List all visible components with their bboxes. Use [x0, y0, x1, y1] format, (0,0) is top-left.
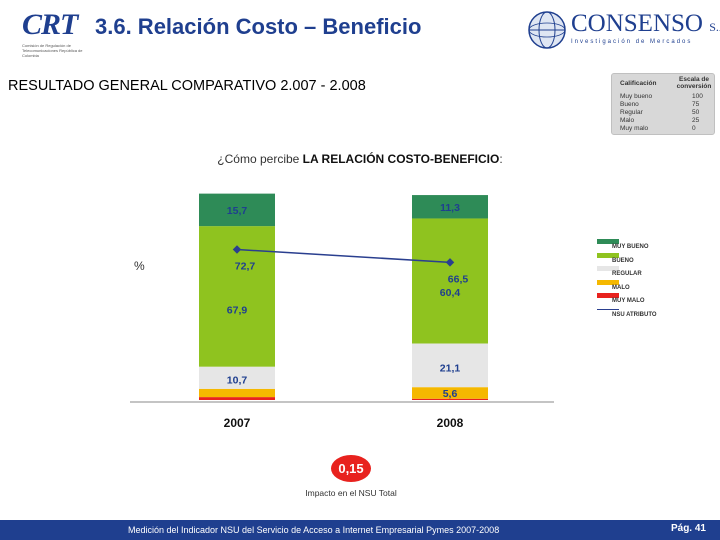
scale-row-label: Muy malo — [620, 125, 649, 132]
nsu-line-marker — [232, 245, 242, 254]
legend-label: NSU ATRIBUTO — [612, 311, 657, 318]
scale-row: Bueno 75 — [620, 101, 710, 109]
legend-swatch — [597, 279, 619, 285]
consenso-tagline: Investigación de Mercados — [571, 39, 693, 45]
legend-label: MALO — [612, 284, 630, 291]
scale-row: Muy malo 0 — [620, 125, 710, 133]
impact-badge: 0,15 — [331, 455, 371, 482]
legend-label: MUY BUENO — [612, 244, 649, 250]
bar-segment — [199, 366, 275, 389]
bar-segment — [412, 343, 488, 388]
question-suffix: : — [499, 152, 503, 166]
nsu-line-label: 72,7 — [235, 261, 256, 273]
bar-value-label: 21,1 — [440, 362, 461, 374]
scale-row: Muy bueno 100 — [620, 93, 710, 101]
bar-value-label: 15,7 — [227, 205, 248, 217]
legend-label: BUENO — [612, 257, 634, 264]
scale-header-rating: Calificación — [620, 80, 657, 87]
stacked-bar-chart: % 2007 2008 15,7 67,9 10,7 11,3 60,4 21,1 5,6 72,7… — [130, 193, 554, 430]
scale-row: Malo 25 — [620, 117, 710, 125]
crt-logo-mark: CRT — [22, 8, 78, 41]
scale-header-conversion: Escala de conversión — [676, 76, 712, 90]
scale-row-value: 100 — [692, 93, 703, 100]
slide-title: 3.6. Relación Costo – Beneficio — [95, 14, 422, 39]
legend-item: MUY BUENO — [585, 238, 705, 252]
legend-item: MUY MALO — [585, 292, 705, 306]
bar-value-label: 10,7 — [227, 375, 248, 387]
crt-logo-subtext: Comisión de Regulación de Telecomunicaci… — [22, 43, 83, 58]
impact-label: Impacto en el NSU Total — [305, 488, 397, 498]
consenso-logo-suffix: S.A — [709, 20, 720, 34]
section-subtitle: RESULTADO GENERAL COMPARATIVO 2.007 - 2.… — [8, 78, 366, 94]
consenso-logo-name: CONSENSO — [571, 10, 703, 37]
legend-line-swatch — [597, 308, 619, 310]
page-number: Pág. 41 — [670, 523, 706, 534]
nsu-line-label: 66,5 — [448, 273, 469, 285]
survey-question: ¿Cómo percibe LA RELACIÓN COSTO-BENEFICI… — [0, 152, 720, 166]
legend-item: REGULAR — [585, 265, 705, 279]
question-prefix: ¿Cómo percibe — [217, 152, 303, 166]
legend-swatch — [597, 266, 619, 271]
legend-swatch — [597, 293, 619, 298]
bar-value-label: 67,9 — [227, 304, 248, 316]
bar-segment — [412, 195, 488, 219]
scale-row-label: Bueno — [620, 101, 639, 108]
legend-label: MUY MALO — [612, 298, 645, 304]
scale-row-label: Regular — [620, 109, 643, 116]
legend-item: BUENO — [585, 252, 705, 266]
bar-value-label: 5,6 — [443, 388, 458, 400]
nsu-line-marker — [445, 258, 455, 267]
legend-item: NSU ATRIBUTO — [585, 306, 705, 320]
scale-row-label: Muy bueno — [620, 93, 653, 100]
bar-segment — [199, 193, 275, 227]
scale-row-value: 0 — [692, 125, 696, 132]
consenso-logo: CONSENSO S.A Investigación de Mercados — [527, 10, 720, 50]
chart-legend: MUY BUENO BUENO REGULAR MALO MUY MALO NSU ATR… — [585, 238, 705, 319]
scale-row-label: Malo — [620, 117, 635, 124]
x-tick-label: 2007 — [224, 416, 251, 430]
footer-text: Medición del Indicador NSU del Servicio … — [128, 525, 500, 535]
scale-row: Regular 50 — [620, 109, 710, 117]
scale-row-value: 25 — [692, 117, 700, 124]
legend-swatch — [597, 239, 619, 244]
consenso-logo-word: CONSENSO S.A — [571, 10, 720, 38]
legend-swatch — [597, 252, 619, 258]
footer-bar: Medición del Indicador NSU del Servicio … — [0, 520, 720, 540]
nsu-line — [236, 248, 451, 264]
scale-row-value: 75 — [692, 101, 700, 108]
legend-item: MALO — [585, 279, 705, 293]
bar-value-label: 11,3 — [440, 202, 460, 214]
bar-segment — [412, 398, 488, 400]
conversion-scale-table: Calificación Escala de conversión Muy bu… — [611, 73, 715, 135]
bar-value-label: 60,4 — [440, 287, 461, 299]
scale-row-value: 50 — [692, 109, 700, 116]
crt-logo: CRT Comisión de Regulación de Telecomuni… — [22, 8, 88, 64]
consenso-globe-icon — [528, 11, 566, 49]
x-tick-label: 2008 — [437, 416, 464, 430]
bar-segment — [412, 218, 488, 344]
bar-segment — [199, 388, 275, 398]
bar-segment — [412, 387, 488, 399]
legend-label: REGULAR — [612, 271, 642, 277]
question-topic: LA RELACIÓN COSTO-BENEFICIO — [302, 152, 500, 166]
y-axis-label: % — [134, 259, 145, 273]
bar-segment — [199, 397, 275, 400]
